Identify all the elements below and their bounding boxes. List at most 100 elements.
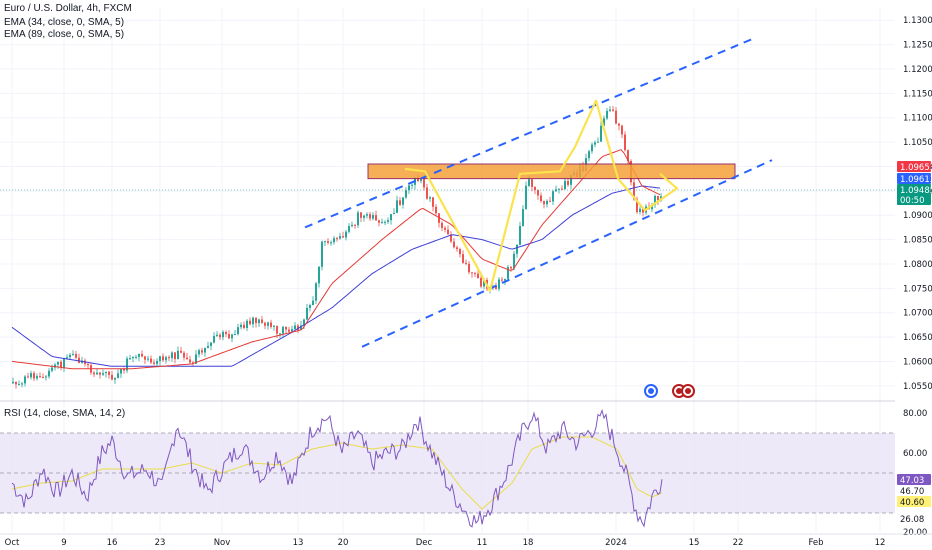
candle-body bbox=[12, 381, 14, 384]
rsi-ma-line bbox=[11, 436, 663, 510]
rsi-badge-label: 40.60 bbox=[900, 498, 924, 508]
candle-body bbox=[66, 357, 68, 359]
candle-body bbox=[264, 322, 266, 326]
time-tick-label: 15 bbox=[689, 538, 700, 548]
candle-body bbox=[459, 249, 461, 255]
candle-body bbox=[60, 361, 62, 368]
candle-body bbox=[78, 357, 80, 363]
candle-body bbox=[360, 212, 362, 218]
price-tick-label: 1.08500 bbox=[903, 236, 932, 246]
rsi-line bbox=[11, 408, 663, 528]
candle-body bbox=[498, 279, 500, 289]
candle-body bbox=[537, 189, 539, 196]
economic-event-icon-dot bbox=[676, 388, 682, 394]
candle-body bbox=[600, 125, 602, 142]
time-tick-label: 2024 bbox=[605, 538, 627, 548]
time-tick-label: 11 bbox=[477, 538, 488, 548]
candle-body bbox=[612, 109, 614, 111]
time-tick-label: 16 bbox=[107, 538, 118, 548]
candle-body bbox=[237, 327, 239, 335]
candle-body bbox=[516, 244, 518, 254]
ema89-legend[interactable]: EMA (89, close, 0, SMA, 5) bbox=[4, 29, 125, 40]
candle-body bbox=[453, 241, 455, 248]
candle-body bbox=[297, 325, 299, 331]
candle-body bbox=[405, 190, 407, 198]
candle-body bbox=[117, 373, 119, 378]
candle-body bbox=[27, 376, 29, 378]
candle-body bbox=[474, 273, 476, 275]
candle-body bbox=[144, 356, 146, 360]
price-tick-label: 1.11000 bbox=[903, 114, 932, 124]
rsi-pane bbox=[0, 408, 895, 528]
rsi-legend[interactable]: RSI (14, close, SMA, 14, 2) bbox=[4, 408, 126, 419]
candle-body bbox=[267, 322, 269, 326]
candle-body bbox=[87, 363, 89, 366]
candle-body bbox=[198, 350, 200, 355]
candle-body bbox=[177, 350, 179, 360]
candle-body bbox=[627, 150, 629, 161]
candle-body bbox=[429, 197, 431, 199]
symbol-legend[interactable]: Euro / U.S. Dollar, 4h, FXCM bbox=[4, 3, 132, 14]
candle-body bbox=[123, 368, 125, 371]
candle-body bbox=[285, 326, 287, 330]
candle-body bbox=[408, 185, 410, 191]
rsi-badge bbox=[897, 474, 931, 485]
candle-body bbox=[240, 324, 242, 328]
candle-body bbox=[48, 370, 50, 377]
candle-body bbox=[606, 110, 608, 119]
time-tick-label: 22 bbox=[733, 538, 744, 548]
candle-body bbox=[543, 201, 545, 205]
candle-body bbox=[624, 134, 626, 151]
candle-body bbox=[114, 377, 116, 380]
candle-body bbox=[120, 368, 122, 374]
rsi-badge bbox=[897, 496, 931, 507]
candle-body bbox=[252, 317, 254, 325]
time-tick-label: 12 bbox=[875, 538, 886, 548]
candle-body bbox=[384, 221, 386, 223]
ema34-legend[interactable]: EMA (34, close, 0, SMA, 5) bbox=[4, 17, 125, 28]
candle-body bbox=[369, 214, 371, 219]
candle-body bbox=[294, 325, 296, 330]
candle-body bbox=[441, 222, 443, 228]
candle-body bbox=[354, 224, 356, 226]
drawings bbox=[304, 37, 773, 348]
candle-body bbox=[468, 263, 470, 273]
candle-body bbox=[234, 334, 236, 336]
candle-body bbox=[291, 329, 293, 332]
candle-body bbox=[540, 195, 542, 202]
candle-body bbox=[303, 319, 305, 326]
candle-body bbox=[282, 326, 284, 334]
candle-body bbox=[618, 123, 620, 126]
candle-body bbox=[306, 307, 308, 320]
candle-body bbox=[615, 110, 617, 124]
candle-body bbox=[174, 352, 176, 360]
time-tick-label: 23 bbox=[155, 538, 166, 548]
candle-body bbox=[420, 179, 422, 182]
candle-body bbox=[180, 350, 182, 353]
price-badge-label: 1.09613 bbox=[900, 175, 932, 185]
candle-body bbox=[393, 212, 395, 215]
candle-body bbox=[411, 184, 413, 186]
candle-body bbox=[348, 226, 350, 232]
candle-body bbox=[621, 125, 623, 135]
candle-body bbox=[594, 142, 596, 145]
candle-body bbox=[633, 182, 635, 200]
candle-body bbox=[366, 214, 368, 216]
rsi-badge-label: 46.70 bbox=[900, 487, 924, 497]
candle-body bbox=[333, 238, 335, 243]
candle-body bbox=[21, 383, 23, 385]
candle-body bbox=[654, 195, 656, 205]
candle-body bbox=[402, 197, 404, 205]
candle-body bbox=[432, 197, 434, 207]
economic-event-icon-dot bbox=[648, 388, 654, 394]
candle-body bbox=[504, 278, 506, 281]
projection-zigzag bbox=[404, 99, 679, 292]
rsi-tick-label: 20.00 bbox=[903, 528, 927, 538]
candle-body bbox=[249, 320, 251, 325]
candle-body bbox=[639, 208, 641, 213]
candle-body bbox=[138, 353, 140, 357]
candle-body bbox=[72, 353, 74, 355]
time-tick-label: 13 bbox=[293, 538, 304, 548]
